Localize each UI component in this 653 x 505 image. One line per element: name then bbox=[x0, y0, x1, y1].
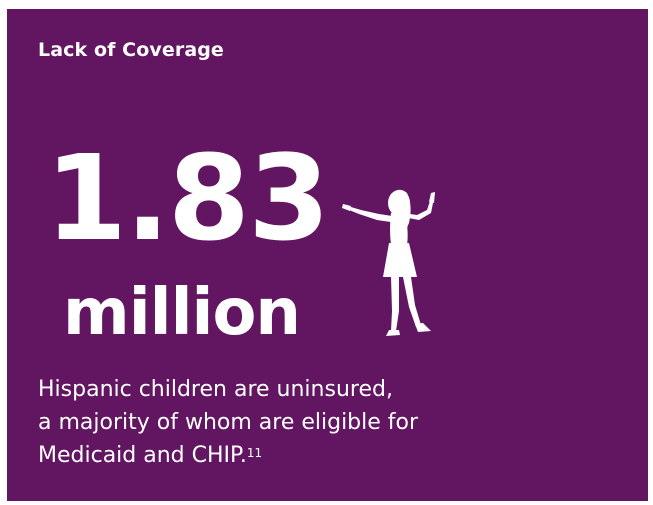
footnote-reference: 11 bbox=[246, 446, 263, 460]
stat-number: 1.83 bbox=[45, 129, 330, 267]
caption-line-3-text: Medicaid and CHIP. bbox=[38, 443, 247, 468]
child-silhouette-icon bbox=[342, 189, 435, 336]
section-heading: Lack of Coverage bbox=[38, 39, 224, 61]
coverage-panel: Lack of Coverage 1.83 million bbox=[7, 9, 648, 501]
caption-text: Hispanic children are uninsured, a major… bbox=[38, 373, 598, 472]
caption-line-2: a majority of whom are eligible for bbox=[38, 410, 419, 435]
stat-unit: million bbox=[63, 276, 301, 350]
caption-line-1: Hispanic children are uninsured, bbox=[38, 377, 393, 402]
caption-line-3: Medicaid and CHIP.11 bbox=[38, 439, 598, 472]
